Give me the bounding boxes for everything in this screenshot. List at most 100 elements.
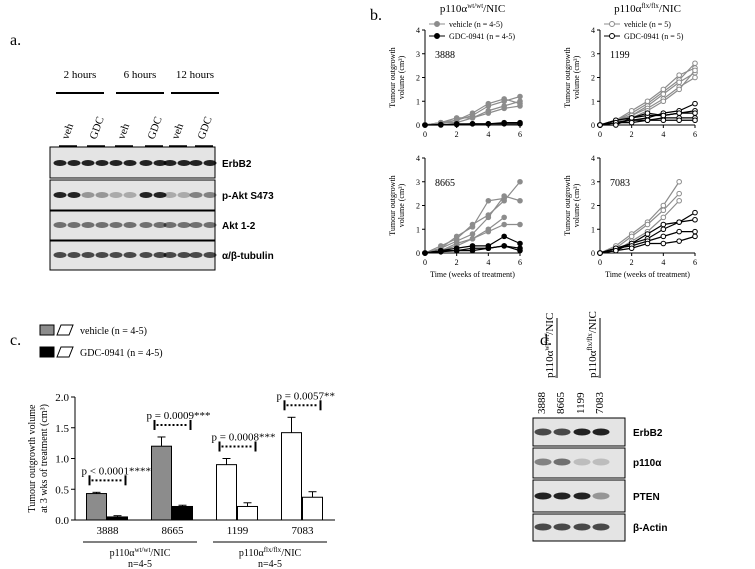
lane-label: GDC xyxy=(146,115,165,141)
y-axis-label: Tumour outgrowth xyxy=(388,47,397,107)
y-tick-label: 3 xyxy=(416,178,420,187)
chart-title-part: p110α xyxy=(614,3,642,15)
group-label: p110αwt/wt/NIC xyxy=(543,313,556,378)
band xyxy=(81,252,95,258)
point xyxy=(692,110,698,116)
y-axis-label: Tumour outgrowth xyxy=(388,175,397,235)
bar xyxy=(172,505,193,521)
band xyxy=(109,160,123,166)
band xyxy=(573,492,591,500)
band xyxy=(534,492,552,500)
point xyxy=(644,231,651,237)
point xyxy=(517,178,523,185)
band xyxy=(189,160,203,166)
band xyxy=(109,252,123,258)
panel-label: a. xyxy=(10,32,21,49)
group-label: p110αflx/flx/NIC xyxy=(586,311,599,378)
point xyxy=(660,240,667,247)
x-tick-label: 4 xyxy=(486,258,490,267)
panel-label: d. xyxy=(540,332,552,349)
band xyxy=(553,492,571,500)
point xyxy=(517,247,523,254)
band xyxy=(153,252,167,258)
point xyxy=(597,250,603,256)
band xyxy=(592,523,610,531)
band xyxy=(123,192,137,198)
y-tick-label: 3 xyxy=(416,50,420,59)
group-label-part: p110α xyxy=(110,548,136,559)
chart-title-part: p110α xyxy=(440,3,468,15)
legend-label: GDC-0941 (n = 4-5) xyxy=(80,348,163,359)
y-tick-label: 4 xyxy=(416,154,420,163)
chart-title-part: /NIC xyxy=(483,3,505,15)
point xyxy=(501,243,507,249)
band xyxy=(153,222,167,228)
y-tick-label: 1 xyxy=(416,97,420,106)
legend-swatch xyxy=(39,346,55,358)
point xyxy=(692,117,698,124)
p-value: p < 0.0001**** xyxy=(82,465,151,477)
x-tick-label: 2 xyxy=(455,258,459,267)
row-label: ErbB2 xyxy=(633,428,663,439)
annotation: 1199 xyxy=(610,50,630,61)
x-tick-label: 4 xyxy=(486,130,490,139)
band xyxy=(189,222,203,228)
y-tick-label: 3 xyxy=(591,178,595,187)
point xyxy=(469,231,476,237)
sample-label: 3888 xyxy=(536,392,548,415)
y-tick-label: 1.5 xyxy=(55,423,69,435)
point xyxy=(692,67,698,74)
legend-label: vehicle (n = 4-5) xyxy=(449,20,503,29)
x-tick-label: 6 xyxy=(693,130,697,139)
y-tick-label: 0 xyxy=(591,121,595,130)
group-label-part: /NIC xyxy=(281,548,301,559)
band xyxy=(95,222,109,228)
group-label-part: wt/wt xyxy=(134,546,150,554)
point xyxy=(485,110,492,116)
point xyxy=(660,233,667,240)
blot-d xyxy=(532,417,626,542)
point xyxy=(676,197,682,204)
point xyxy=(660,214,667,221)
band xyxy=(573,523,591,531)
group-label-part: p110α xyxy=(239,548,265,559)
point xyxy=(517,98,523,105)
time-label: 6 hours xyxy=(124,69,157,81)
point xyxy=(676,72,682,78)
y-axis-label: volume (cm³) xyxy=(572,183,581,227)
point xyxy=(613,122,619,128)
point xyxy=(660,207,667,214)
legend-swatch xyxy=(56,324,74,336)
point xyxy=(469,115,476,121)
point xyxy=(628,233,635,240)
time-label: 12 hours xyxy=(176,69,214,81)
group-label-part: /NIC xyxy=(587,311,599,333)
band xyxy=(53,222,67,228)
row-label: PTEN xyxy=(633,492,660,503)
lane-label: veh xyxy=(60,122,77,141)
y-tick-label: 1 xyxy=(591,225,595,234)
x-tick-label: 2 xyxy=(630,130,634,139)
x-tick-label: 4 xyxy=(661,130,665,139)
y-tick-label: 3 xyxy=(591,50,595,59)
point xyxy=(676,79,682,86)
band xyxy=(177,222,191,228)
x-tick-label: 7083 xyxy=(292,525,315,537)
band xyxy=(203,222,217,228)
x-tick-label: 3888 xyxy=(97,525,120,537)
x-tick-label: 0 xyxy=(423,130,427,139)
point xyxy=(517,240,523,247)
point xyxy=(422,250,428,256)
sample-label: 8665 xyxy=(555,392,567,415)
point xyxy=(644,117,651,124)
band xyxy=(139,252,153,258)
bar xyxy=(216,464,237,521)
band xyxy=(203,252,217,258)
y-tick-label: 0.0 xyxy=(55,515,69,527)
band xyxy=(109,192,123,198)
band xyxy=(95,160,109,166)
band xyxy=(81,222,95,228)
point xyxy=(660,117,667,124)
band xyxy=(123,252,137,258)
point xyxy=(660,221,667,228)
